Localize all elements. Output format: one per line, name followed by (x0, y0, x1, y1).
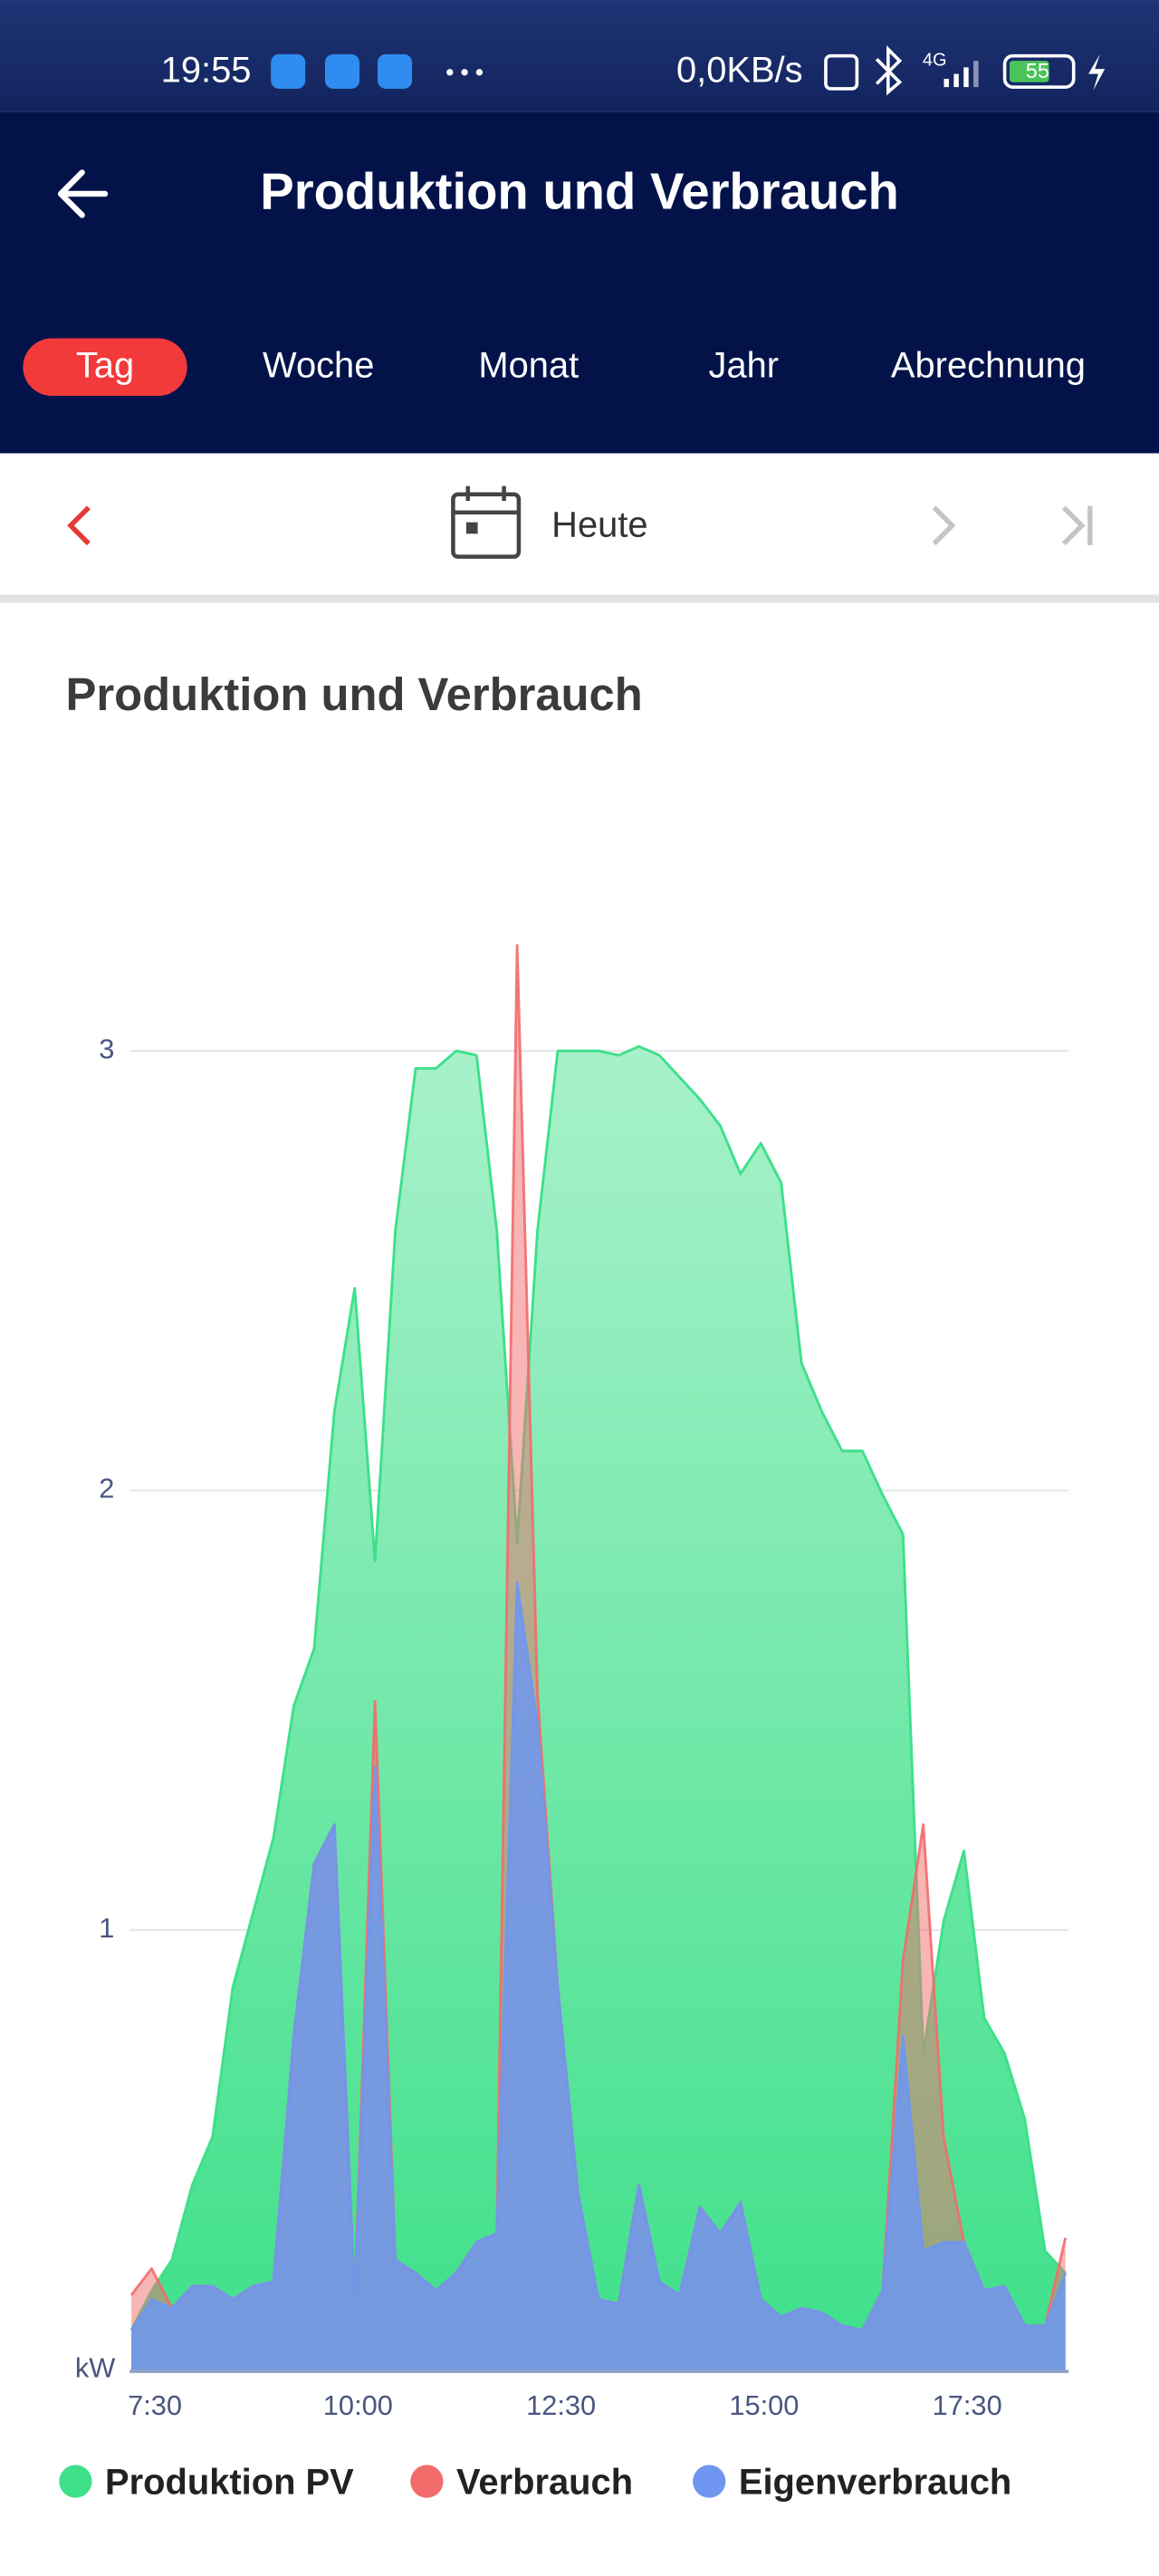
tab[interactable]: Jahr (709, 346, 780, 386)
y-axis-label: kW (75, 2351, 115, 2383)
x-tick-label: 17:30 (933, 2389, 1002, 2421)
x-tick-label: 7:30 (128, 2389, 182, 2421)
battery-icon (1002, 53, 1076, 89)
header (0, 111, 1159, 454)
y-tick-label: 2 (99, 1473, 114, 1504)
next-button[interactable] (932, 505, 956, 546)
area-fill (131, 1582, 1066, 2370)
tab-active-pill (23, 338, 187, 396)
charging-icon (1088, 53, 1106, 91)
series-line (129, 1581, 1068, 2332)
calendar-dot (465, 522, 478, 534)
y-tick-label: 1 (99, 1912, 114, 1944)
status-bar (0, 0, 1159, 112)
signal-icon (943, 61, 979, 88)
y-tick-label: 3 (99, 1033, 114, 1064)
more-icon (446, 69, 484, 76)
tab[interactable]: Woche (263, 346, 374, 386)
series-line (129, 1044, 1067, 2331)
prev-button[interactable] (67, 505, 91, 546)
notification-icon (324, 53, 360, 89)
divider (0, 594, 1159, 603)
notification-icon (271, 53, 306, 89)
tab[interactable]: Monat (478, 346, 579, 386)
nfc-icon (824, 53, 859, 91)
network-type: 4G (923, 50, 947, 70)
legend-marker (693, 2465, 726, 2498)
legend-marker (410, 2465, 444, 2498)
legend-marker (59, 2465, 92, 2498)
tab[interactable]: Tag (76, 346, 134, 386)
x-tick-label: 15:00 (729, 2389, 799, 2421)
legend-label: Eigenverbrauch (739, 2463, 1011, 2503)
notification-icon (377, 53, 413, 89)
battery-text: 55 (1026, 59, 1049, 82)
bluetooth-icon (875, 45, 903, 96)
legend-label: Verbrauch (456, 2463, 633, 2503)
calendar-icon[interactable] (451, 485, 522, 559)
x-tick-label: 12:30 (526, 2389, 596, 2421)
x-tick-label: 10:00 (323, 2389, 393, 2421)
back-button[interactable] (57, 169, 109, 218)
status-speed: 0,0KB/s (676, 50, 803, 90)
status-time: 19:55 (161, 50, 252, 90)
tab[interactable]: Abrechnung (891, 346, 1086, 386)
battery-level (1010, 61, 1049, 82)
chart-title: Produktion und Verbrauch (66, 668, 643, 720)
header-title: Produktion und Verbrauch (260, 163, 899, 220)
date-label[interactable]: Heute (551, 505, 647, 545)
legend-label: Produktion PV (105, 2463, 354, 2503)
last-button[interactable] (1061, 505, 1093, 546)
